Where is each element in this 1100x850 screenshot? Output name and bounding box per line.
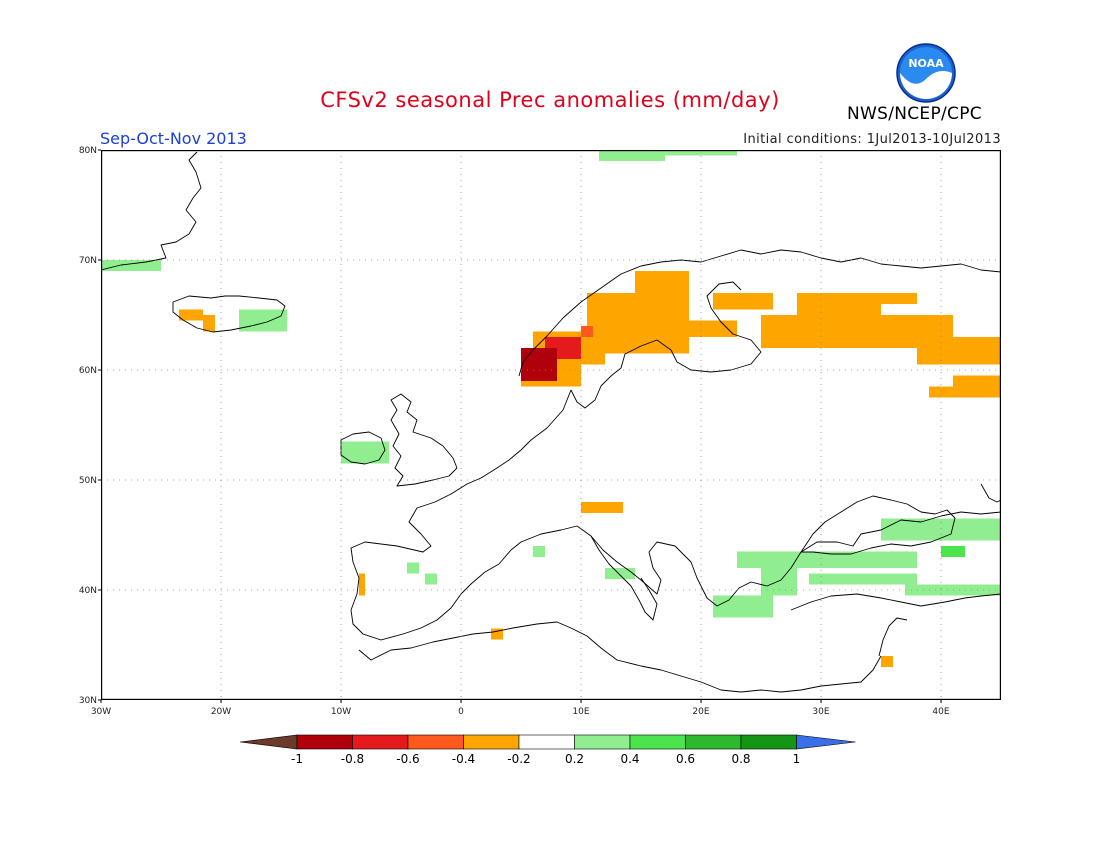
- lon-tick-label: 30W: [91, 707, 111, 717]
- colorbar-label: -0.6: [396, 752, 419, 766]
- anomaly-cell: [917, 337, 1001, 365]
- scandinavia-coast: [518, 249, 1001, 377]
- lat-tick-label: 80N: [79, 146, 97, 156]
- coastlines: [101, 151, 1001, 693]
- levant-coast: [878, 617, 908, 657]
- anomaly-cell: [179, 309, 203, 321]
- greenland-coast: [101, 151, 202, 271]
- colorbar-swatch: [574, 734, 631, 750]
- colorbar-swatch: [407, 734, 464, 750]
- anomaly-cell: [521, 348, 557, 381]
- colorbar-label: 0.6: [676, 752, 695, 766]
- lon-tick-label: 40E: [932, 707, 949, 717]
- anomaly-cell: [581, 502, 623, 513]
- colorbar-label: 0.8: [731, 752, 750, 766]
- colorbar-label: 0.2: [565, 752, 584, 766]
- colorbar-swatch: [685, 734, 742, 750]
- anomaly-cell: [881, 656, 893, 667]
- graticule: [101, 150, 1001, 700]
- colorbar: -1 -0.8 -0.6 -0.4 -0.2 0.2 0.4 0.6 0.8 1: [240, 734, 856, 766]
- baltic-coast: [570, 281, 762, 409]
- colorbar-label: -0.8: [341, 752, 364, 766]
- lat-tick-label: 70N: [79, 256, 97, 266]
- britain-coast: [390, 393, 458, 487]
- colorbar-arrow-right: [796, 734, 856, 750]
- anomaly-cell: [605, 568, 635, 579]
- anomaly-cell: [605, 337, 689, 354]
- anomaly-cell: [203, 315, 215, 332]
- anomaly-cell: [491, 628, 503, 640]
- organization-label: NWS/NCEP/CPC: [847, 104, 982, 124]
- lon-tick-label: 20E: [692, 707, 709, 717]
- black-sea-coast: [800, 495, 956, 555]
- lat-tick-label: 60N: [79, 366, 97, 376]
- anomaly-cell: [101, 260, 161, 271]
- lat-tick-label: 50N: [79, 476, 97, 486]
- colorbar-swatch: [296, 734, 353, 750]
- caspian-coast: [980, 483, 1001, 503]
- anomaly-cell: [581, 326, 593, 337]
- anomaly-cell: [797, 293, 881, 315]
- initial-conditions-label: Initial conditions: 1Jul2013-10Jul2013: [743, 132, 1001, 147]
- iceland-coast: [172, 295, 286, 333]
- anomaly-map: [101, 150, 1001, 700]
- lon-tick-label: 30E: [812, 707, 829, 717]
- colorbar-swatch: [463, 734, 520, 750]
- italy-coast: [590, 535, 658, 621]
- anomaly-cell: [425, 573, 437, 585]
- anomaly-cell: [713, 293, 773, 310]
- colorbar-label: -1: [291, 752, 303, 766]
- colorbar-label: -0.4: [452, 752, 475, 766]
- anomaly-cell: [737, 551, 917, 568]
- anomaly-cell: [341, 441, 389, 464]
- season-label: Sep-Oct-Nov 2013: [100, 129, 247, 148]
- anomaly-cell: [881, 293, 917, 304]
- ireland-coast: [340, 431, 386, 465]
- lat-tick-label: 30N: [79, 696, 97, 706]
- anomaly-cell: [533, 546, 545, 557]
- svg-text:NOAA: NOAA: [908, 57, 944, 70]
- anomaly-cell: [953, 375, 1001, 398]
- turkey-coast: [790, 593, 1001, 611]
- colorbar-label: 1: [793, 752, 801, 766]
- noaa-logo: NOAA: [896, 43, 956, 103]
- anomaly-cell: [941, 546, 965, 557]
- colorbar-label: -0.2: [507, 752, 530, 766]
- europe-west-coast: [350, 389, 1001, 641]
- anomaly-cell: [407, 562, 419, 574]
- colorbar-label: 0.4: [620, 752, 639, 766]
- colorbar-swatch: [740, 734, 797, 750]
- map-title: CFSv2 seasonal Prec anomalies (mm/day): [320, 88, 780, 112]
- anomaly-cell: [809, 573, 917, 585]
- colorbar-swatch: [352, 734, 409, 750]
- colorbar-swatch: [518, 734, 575, 750]
- anomaly-cell: [635, 271, 689, 293]
- anomaly-cell: [587, 293, 689, 337]
- lon-tick-label: 10E: [572, 707, 589, 717]
- lon-tick-label: 10W: [331, 707, 351, 717]
- anomaly-cell: [929, 386, 953, 398]
- lon-tick-label: 20W: [211, 707, 231, 717]
- anomaly-cell: [881, 518, 1001, 541]
- anomaly-cell: [359, 573, 365, 596]
- colorbar-swatch: [629, 734, 686, 750]
- anomaly-cell: [665, 150, 737, 156]
- colorbar-arrow-left: [240, 734, 298, 750]
- anomaly-cell: [761, 568, 797, 596]
- lat-tick-label: 40N: [79, 586, 97, 596]
- map-frame: [101, 150, 1001, 700]
- lon-tick-label: 0: [458, 707, 464, 717]
- anomaly-cell: [599, 150, 665, 161]
- north-africa-coast: [358, 621, 882, 693]
